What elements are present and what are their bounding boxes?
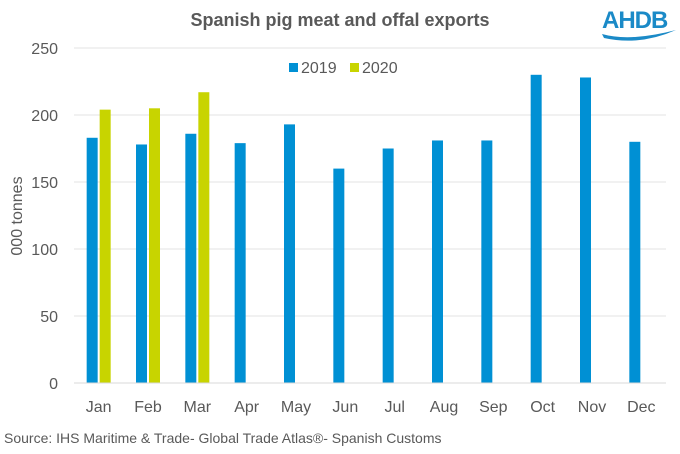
y-tick-label: 100 <box>31 242 58 259</box>
bar-2019-feb <box>136 144 147 383</box>
bar-2020-feb <box>149 108 160 384</box>
y-tick-label: 50 <box>40 309 58 326</box>
legend-swatch-2019 <box>289 63 298 72</box>
bar-2019-dec <box>629 141 641 383</box>
x-tick-label: Oct <box>530 399 555 416</box>
x-tick-label: Jan <box>86 399 112 416</box>
x-tick-label: Feb <box>134 399 162 416</box>
y-tick-label: 0 <box>49 376 58 393</box>
x-axis-ticks: Jan Feb Mar Apr May Jun Jul Aug Sep Oct Nov Dec <box>86 399 656 416</box>
y-tick-label: 250 <box>31 41 58 58</box>
y-axis-label: 000 tonnes <box>9 176 26 255</box>
bar-2019-mar <box>185 133 197 383</box>
legend-swatch-2020 <box>350 63 359 72</box>
chart-title: Spanish pig meat and offal exports <box>190 10 489 30</box>
bar-2019-sep <box>481 140 493 383</box>
y-tick-label: 150 <box>31 175 58 192</box>
bar-2019-aug <box>432 140 443 383</box>
x-tick-label: Dec <box>627 399 655 416</box>
bar-2020-jan <box>99 109 111 383</box>
bar-2019-oct <box>530 74 542 384</box>
ahdb-logo: AHDB <box>602 7 676 41</box>
legend: 2019 2020 <box>289 60 398 77</box>
legend-label-2020: 2020 <box>362 60 398 77</box>
bar-2019-nov <box>580 77 591 383</box>
x-tick-label: Apr <box>234 399 260 416</box>
bar-2019-may <box>284 124 295 383</box>
bar-2019-apr <box>234 143 246 383</box>
bar-2019-jan <box>86 137 98 383</box>
x-tick-label: Mar <box>184 399 212 416</box>
bar-2020-mar <box>198 92 210 383</box>
gridlines <box>74 47 666 317</box>
bars <box>86 74 641 384</box>
x-tick-label: Jun <box>332 399 358 416</box>
y-tick-label: 200 <box>31 108 58 125</box>
bar-2019-jul <box>382 148 394 383</box>
x-tick-label: May <box>281 399 311 416</box>
logo-text: AHDB <box>602 7 668 34</box>
bar-2019-jun <box>333 168 345 383</box>
source-note: Source: IHS Maritime & Trade- Global Tra… <box>4 430 442 446</box>
logo-wave-icon <box>602 30 676 41</box>
x-tick-label: Aug <box>430 399 458 416</box>
y-axis-ticks: 0 50 100 150 200 250 <box>31 41 58 393</box>
legend-label-2019: 2019 <box>301 60 337 77</box>
x-tick-label: Nov <box>578 399 606 416</box>
x-tick-label: Jul <box>384 399 404 416</box>
x-tick-label: Sep <box>479 399 508 416</box>
